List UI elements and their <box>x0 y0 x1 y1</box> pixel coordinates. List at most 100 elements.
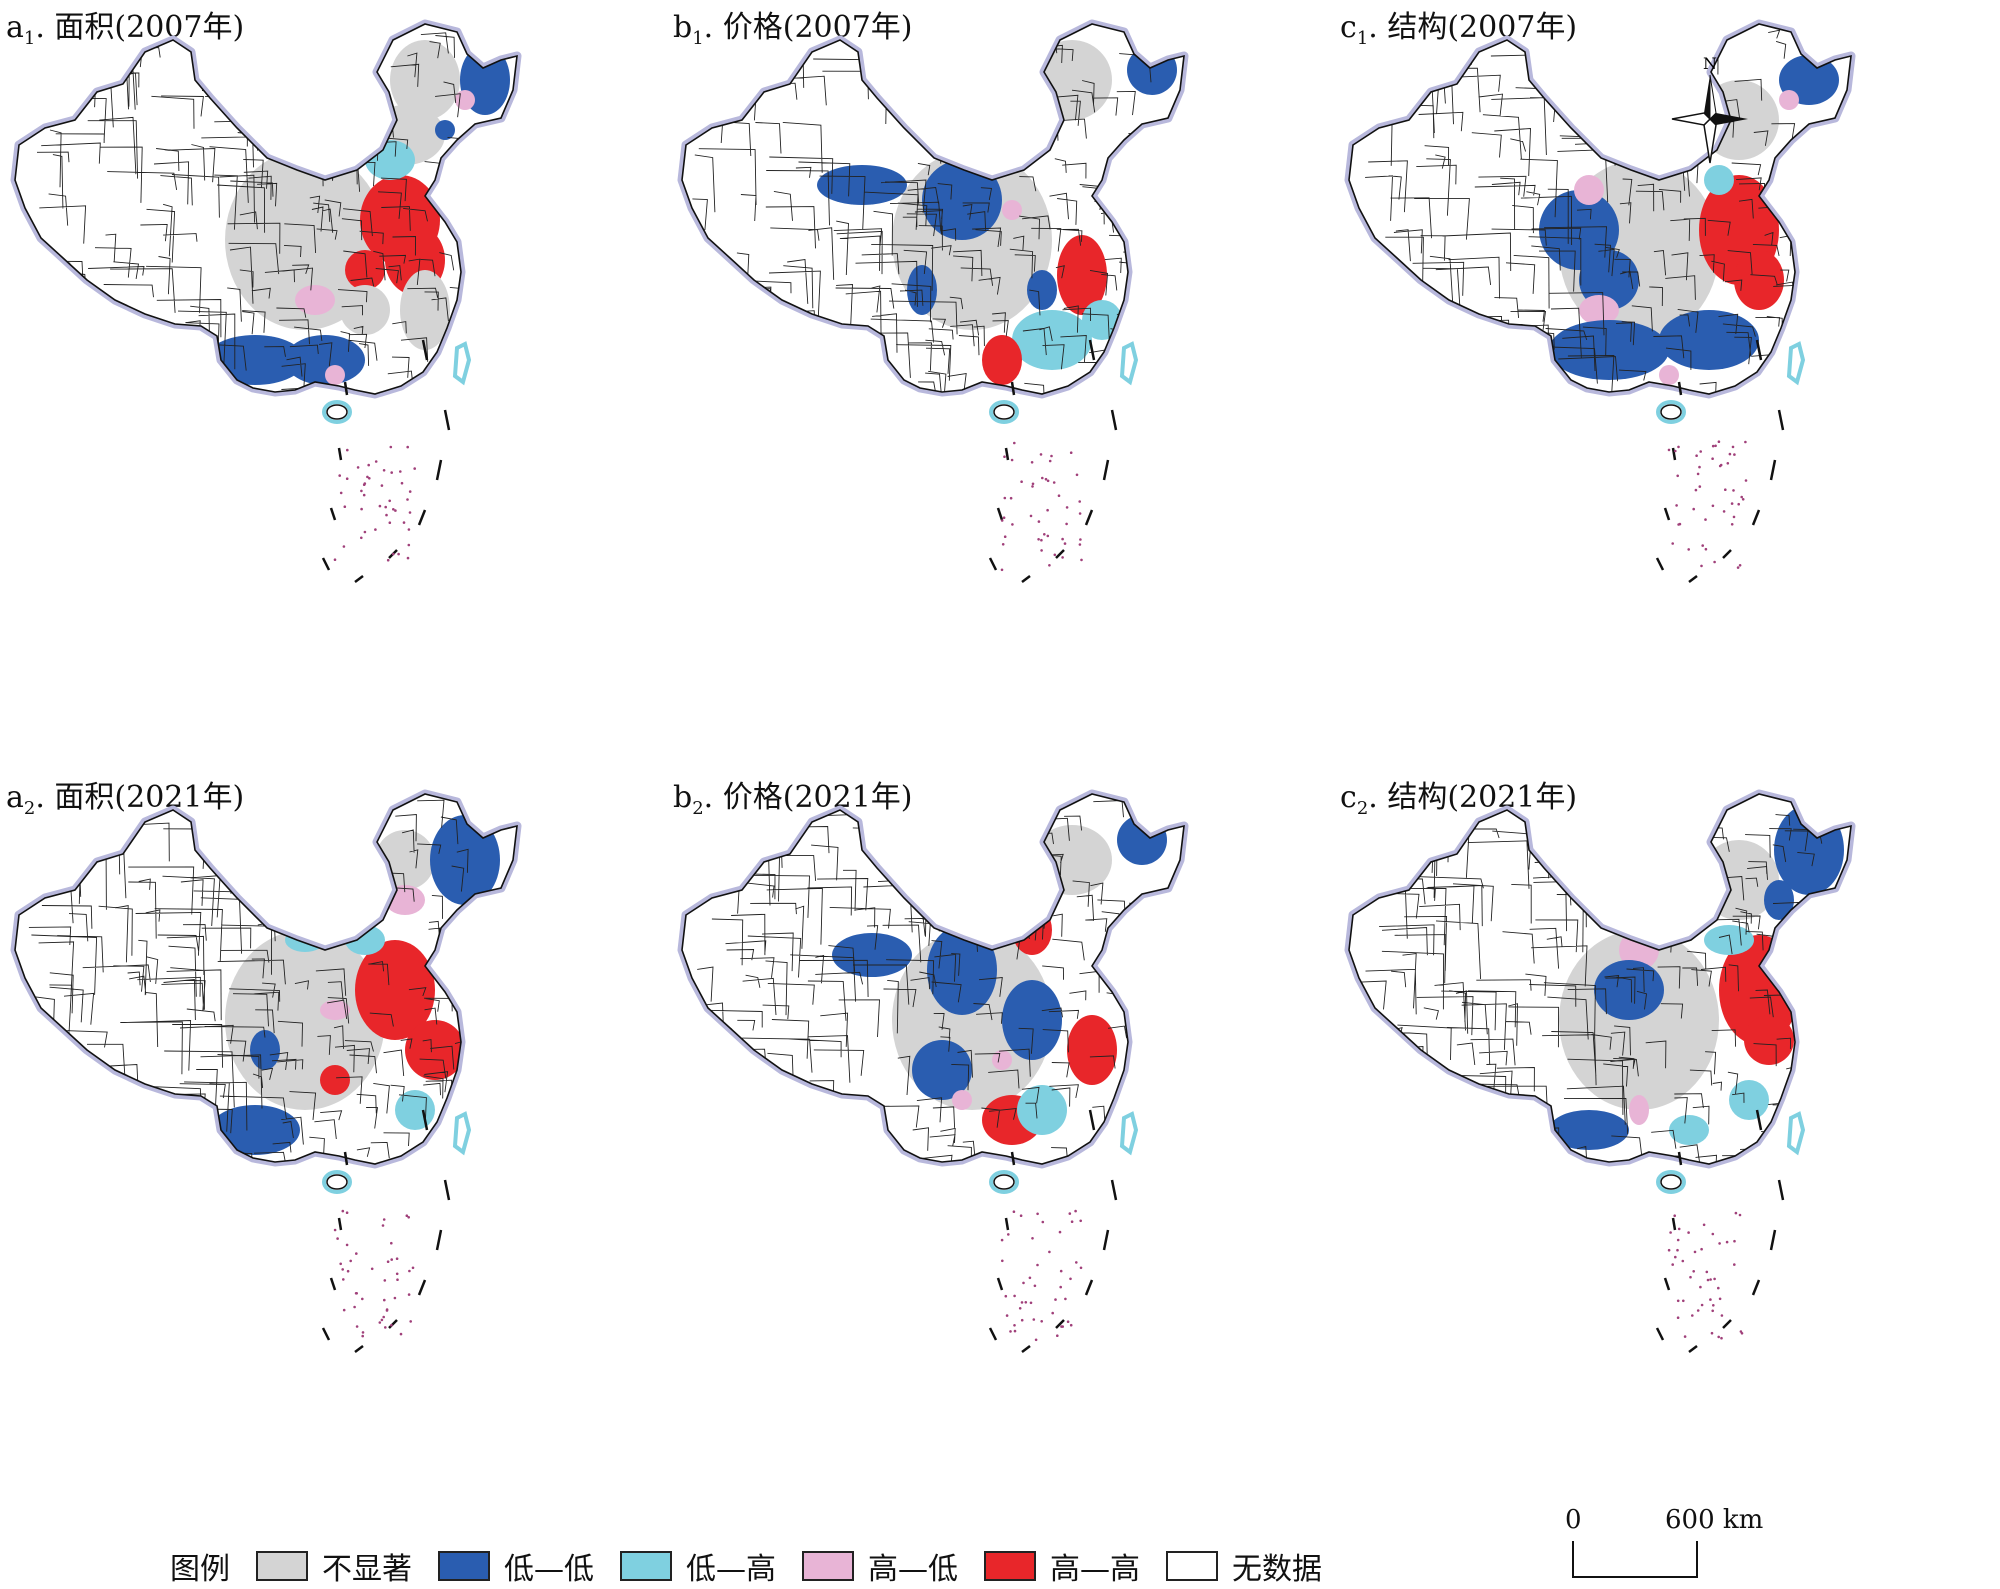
island-dot <box>1080 558 1083 562</box>
nine-dash-segment <box>1102 1229 1110 1251</box>
island-dot <box>382 1315 386 1319</box>
island-dot <box>406 445 410 449</box>
region-hl <box>1574 175 1604 205</box>
island-dot <box>1004 1294 1008 1298</box>
legend-label: 低—低 <box>504 1552 594 1587</box>
island-dot <box>390 1258 394 1261</box>
island-dot <box>1000 568 1004 572</box>
island-dot <box>1061 556 1064 559</box>
legend-swatch <box>256 1551 308 1581</box>
island-dot <box>361 1334 365 1338</box>
legend-label: 无数据 <box>1232 1552 1322 1587</box>
island-dot <box>1732 515 1736 519</box>
island-dot <box>1033 1284 1037 1288</box>
island-dot <box>1002 516 1006 519</box>
island-dot <box>1053 553 1057 557</box>
island-dot <box>1041 476 1044 480</box>
region-hh <box>1744 1015 1794 1065</box>
island-dot <box>1733 1239 1736 1243</box>
island-dot <box>342 545 346 548</box>
nine-dash-segment <box>1671 447 1677 461</box>
nine-dash-segment <box>1102 459 1110 481</box>
island-dot <box>341 1209 345 1213</box>
island-dot <box>1048 564 1051 567</box>
island-dot <box>368 477 371 480</box>
island-dot <box>1003 455 1006 459</box>
island-dot <box>1676 1238 1680 1242</box>
country-outline <box>681 793 1185 1165</box>
nine-dash-segment <box>1088 1109 1096 1131</box>
region-ll <box>1002 980 1062 1060</box>
island-dot <box>338 474 342 477</box>
legend-swatch <box>620 1551 672 1581</box>
region-lh <box>1017 1085 1067 1135</box>
map-panel-c1: c1. 结构(2007年) <box>1334 0 1994 760</box>
island-dot <box>1052 481 1056 484</box>
north-label: N <box>1703 55 1717 73</box>
region-hh <box>320 1065 350 1095</box>
legend-label: 高—低 <box>868 1552 958 1587</box>
nine-dash-segment <box>1688 1345 1698 1353</box>
island-dot <box>400 481 404 485</box>
island-dot <box>1003 496 1007 500</box>
nine-dash-segment <box>1755 339 1763 361</box>
legend-label: 低—高 <box>686 1552 776 1587</box>
island-dot <box>1700 1303 1704 1307</box>
island-dot <box>1694 488 1698 492</box>
island-dot <box>384 505 388 509</box>
island-dot <box>1717 1286 1720 1290</box>
region-ll <box>1549 1110 1629 1150</box>
nine-dash-segment <box>1004 1217 1010 1231</box>
region-ll <box>1117 815 1167 865</box>
island-dot <box>361 1331 365 1334</box>
island-dot <box>392 508 395 511</box>
island-dot <box>411 1266 415 1270</box>
nine-dash-segment <box>988 557 998 571</box>
island-dot <box>355 1325 359 1328</box>
island-dot <box>1713 560 1716 564</box>
island-dot <box>392 552 395 556</box>
legend-swatch <box>438 1551 490 1581</box>
island-dot <box>1674 1255 1677 1259</box>
island-dot <box>1710 1331 1714 1335</box>
region-ns <box>225 150 385 330</box>
island-dot <box>1044 477 1048 481</box>
island-dot <box>1050 454 1053 458</box>
panel-title-a2: a2. 面积(2021年) <box>6 780 245 819</box>
island-dot <box>1078 512 1082 515</box>
taiwan-island <box>452 341 472 386</box>
island-dot <box>1726 462 1730 465</box>
island-dot <box>388 521 392 524</box>
island-dot <box>1711 1232 1715 1236</box>
nine-dash-segment <box>1722 1319 1732 1329</box>
island-dot <box>1039 453 1043 456</box>
island-dot <box>1058 1230 1062 1234</box>
island-dot <box>1046 479 1050 483</box>
island-dot <box>1037 538 1040 541</box>
island-dot <box>1705 1270 1709 1274</box>
island-dot <box>1740 495 1743 499</box>
island-dot <box>1010 458 1014 462</box>
island-dot <box>413 467 417 470</box>
island-dot <box>1066 1320 1070 1323</box>
island-dot <box>1677 1227 1681 1231</box>
region-ll <box>285 335 365 385</box>
island-dot <box>1057 494 1061 498</box>
island-dot <box>407 1216 411 1219</box>
island-dot <box>1695 454 1698 458</box>
island-dot <box>1687 548 1690 551</box>
nine-dash-segment <box>1055 549 1065 559</box>
island-dot <box>1064 1297 1067 1301</box>
region-hl <box>1579 295 1619 325</box>
island-dot <box>1704 547 1708 551</box>
legend-item-high-high: 高—高 <box>984 1544 1140 1588</box>
island-dot <box>1677 523 1680 526</box>
island-dot <box>378 1321 382 1324</box>
island-dot <box>1711 457 1714 461</box>
island-dot <box>1696 472 1700 476</box>
island-dot <box>1031 485 1034 488</box>
island-dot <box>1046 508 1049 512</box>
island-dot <box>1737 502 1740 506</box>
island-dot <box>1059 1269 1063 1273</box>
nine-dash-segment <box>1671 1217 1677 1231</box>
